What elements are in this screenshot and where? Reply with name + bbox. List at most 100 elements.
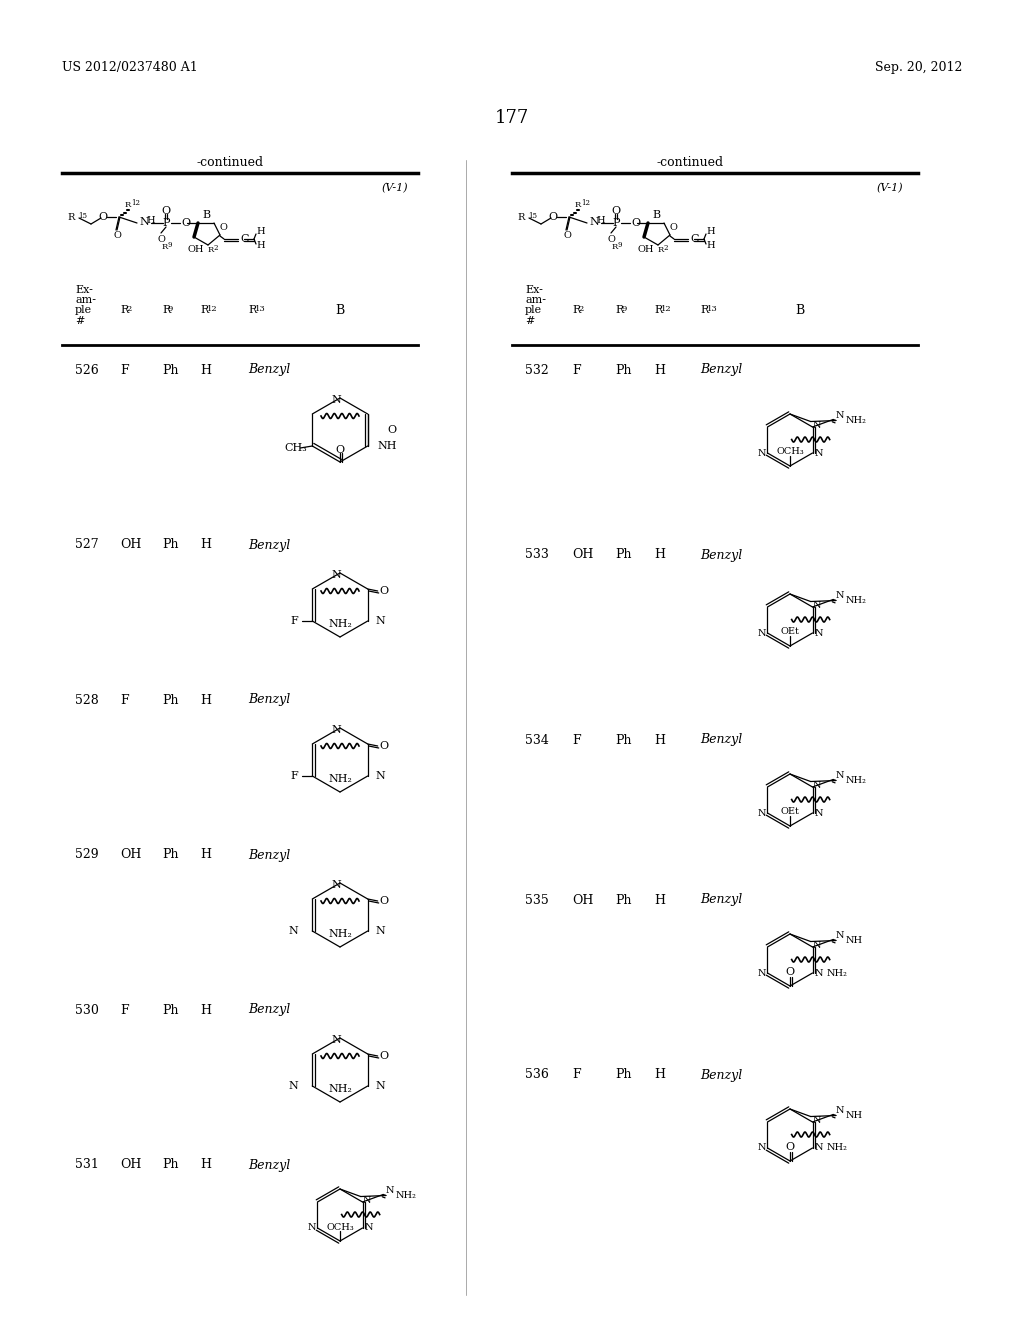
Text: 532: 532 [525, 363, 549, 376]
Text: N: N [365, 1224, 373, 1233]
Text: Benzyl: Benzyl [700, 363, 742, 376]
Text: 9: 9 [621, 305, 627, 313]
Text: R: R [654, 305, 663, 315]
Text: Ph: Ph [615, 894, 632, 907]
Text: N: N [814, 969, 823, 978]
Text: R: R [68, 214, 75, 223]
Text: N: N [385, 1185, 393, 1195]
Text: H: H [706, 227, 715, 236]
Text: N: N [813, 1115, 821, 1125]
Text: 9: 9 [168, 305, 173, 313]
Text: 536: 536 [525, 1068, 549, 1081]
Text: F: F [291, 771, 298, 781]
Text: F: F [120, 693, 129, 706]
Text: H: H [200, 539, 211, 552]
Text: N: N [758, 808, 766, 817]
Text: C: C [240, 234, 249, 244]
Text: N: N [758, 969, 766, 978]
Text: H: H [200, 849, 211, 862]
Text: 12: 12 [131, 199, 140, 207]
Text: O: O [631, 218, 640, 228]
Text: Benzyl: Benzyl [248, 1003, 290, 1016]
Text: F: F [120, 363, 129, 376]
Text: Benzyl: Benzyl [248, 539, 290, 552]
Text: N: N [307, 1224, 316, 1233]
Text: Ph: Ph [615, 363, 632, 376]
Text: 12: 12 [207, 305, 218, 313]
Text: R: R [162, 243, 168, 251]
Text: N: N [362, 1196, 371, 1205]
Text: 9: 9 [167, 242, 171, 249]
Text: Sep. 20, 2012: Sep. 20, 2012 [874, 62, 962, 74]
Text: N: N [814, 1143, 823, 1152]
Text: B: B [202, 210, 210, 220]
Text: N: N [813, 601, 821, 610]
Text: R: R [572, 305, 581, 315]
Text: N: N [813, 421, 821, 430]
Text: O: O [785, 968, 795, 977]
Text: Benzyl: Benzyl [700, 1068, 742, 1081]
Text: 9: 9 [617, 242, 622, 249]
Text: am-: am- [75, 294, 96, 305]
Text: NH₂: NH₂ [846, 776, 866, 785]
Text: 13: 13 [707, 305, 718, 313]
Text: Benzyl: Benzyl [248, 1159, 290, 1172]
Text: OH: OH [120, 539, 141, 552]
Text: N: N [139, 216, 148, 227]
Text: NH₂: NH₂ [826, 1143, 848, 1152]
Text: N: N [289, 1081, 298, 1092]
Text: O: O [181, 218, 190, 228]
Text: H: H [146, 216, 155, 224]
Text: P: P [612, 218, 620, 228]
Text: 528: 528 [75, 693, 98, 706]
Text: 534: 534 [525, 734, 549, 747]
Text: N: N [836, 411, 844, 420]
Text: 177: 177 [495, 110, 529, 127]
Text: NH₂: NH₂ [846, 416, 866, 425]
Text: H: H [654, 734, 665, 747]
Text: Benzyl: Benzyl [248, 849, 290, 862]
Text: F: F [291, 616, 298, 626]
Text: R: R [615, 305, 624, 315]
Text: N: N [331, 1035, 341, 1045]
Text: N: N [331, 880, 341, 890]
Text: R: R [125, 201, 131, 209]
Text: 531: 531 [75, 1159, 99, 1172]
Text: R: R [700, 305, 709, 315]
Text: Ph: Ph [615, 1068, 632, 1081]
Text: NH₂: NH₂ [328, 774, 352, 784]
Text: N: N [814, 628, 823, 638]
Text: N: N [836, 931, 844, 940]
Text: 533: 533 [525, 549, 549, 561]
Text: C: C [690, 234, 698, 244]
Text: H: H [200, 363, 211, 376]
Text: R: R [162, 305, 170, 315]
Text: B: B [336, 304, 345, 317]
Text: ple: ple [75, 305, 92, 315]
Text: Ph: Ph [162, 363, 178, 376]
Text: Ph: Ph [162, 693, 178, 706]
Text: O: O [549, 213, 557, 222]
Text: F: F [572, 363, 581, 376]
Text: 527: 527 [75, 539, 98, 552]
Text: OEt: OEt [780, 627, 800, 636]
Text: O: O [98, 213, 108, 222]
Text: O: O [336, 445, 344, 455]
Text: Ph: Ph [162, 1159, 178, 1172]
Text: #: # [75, 315, 84, 326]
Text: O: O [158, 235, 166, 244]
Text: R: R [208, 246, 214, 253]
Text: NH₂: NH₂ [328, 1084, 352, 1094]
Text: N: N [376, 616, 385, 626]
Text: R: R [612, 243, 618, 251]
Text: 526: 526 [75, 363, 98, 376]
Text: N: N [836, 771, 844, 780]
Text: O: O [785, 1142, 795, 1152]
Text: O: O [380, 741, 389, 751]
Text: H: H [654, 363, 665, 376]
Text: OH: OH [638, 244, 654, 253]
Text: CH₃: CH₃ [285, 444, 307, 453]
Text: H: H [654, 894, 665, 907]
Text: OH: OH [120, 849, 141, 862]
Text: O: O [114, 231, 122, 240]
